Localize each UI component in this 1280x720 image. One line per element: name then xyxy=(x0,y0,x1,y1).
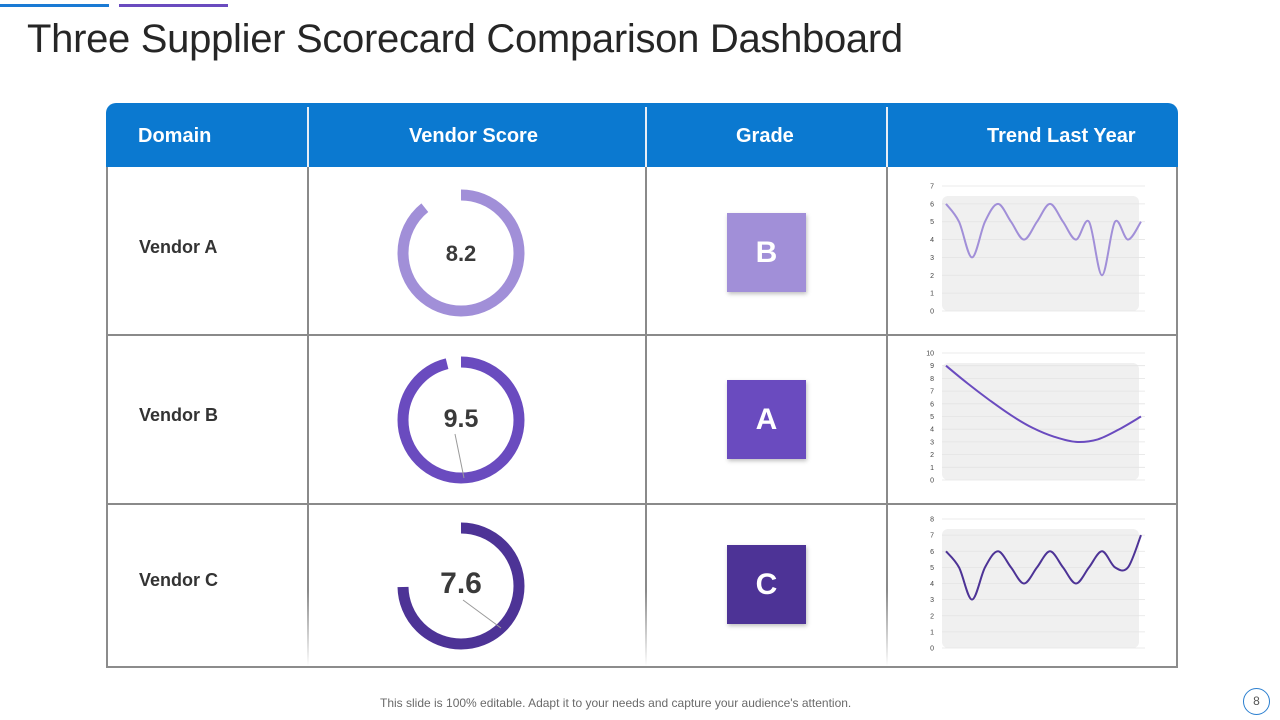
table-header: Domain Vendor Score Grade Trend Last Yea… xyxy=(106,103,1178,167)
vendor-b-y-tick-label: 1 xyxy=(930,465,934,472)
vendor-b-label: Vendor B xyxy=(139,405,219,425)
vendor-a-trend-chart: 0 1 2 3 4 5 6 7 xyxy=(930,184,1145,316)
vendor-b-y-tick-label: 0 xyxy=(930,478,934,485)
vendor-b-y-tick-label: 7 xyxy=(930,389,934,396)
vendor-c-y-tick-label: 4 xyxy=(930,581,934,588)
vendor-a-y-tick-label: 2 xyxy=(930,273,934,280)
vendor-a-trend-line xyxy=(945,202,1142,277)
header-divider xyxy=(645,107,647,167)
vendor-c-trend-chart: 0 1 2 3 4 5 6 7 8 xyxy=(930,517,1145,653)
header-divider xyxy=(307,107,309,167)
vendor-b-trend-area xyxy=(942,363,1139,480)
vendor-c-grade-badge: C xyxy=(727,545,806,624)
vendor-c-gauge-arc xyxy=(397,522,525,650)
vendor-b-y-tick-label: 3 xyxy=(930,439,934,446)
page-number: 8 xyxy=(1243,688,1270,715)
row-divider xyxy=(108,503,1178,505)
vendor-b-trend-chart: 0 1 2 3 4 5 6 7 8 9 10 xyxy=(926,351,1145,485)
vendor-c-score-gauge xyxy=(397,522,525,650)
vendor-a-score-value: 8.2 xyxy=(445,241,477,266)
vendor-b-y-tick-label: 6 xyxy=(930,401,934,408)
vendor-b-y-tick-label: 8 xyxy=(930,376,934,383)
vendor-a-y-tick-label: 4 xyxy=(930,237,934,244)
accent-bar-purple xyxy=(119,4,228,7)
header-vendor-score: Vendor Score xyxy=(409,125,538,147)
vendor-a-score-gauge xyxy=(397,189,525,317)
vendor-b-score-gauge xyxy=(397,356,525,484)
vendor-b-y-tick-label: 5 xyxy=(930,414,934,421)
scorecard-table: Domain Vendor Score Grade Trend Last Yea… xyxy=(106,103,1178,668)
vendor-b-score-value: 9.5 xyxy=(443,405,479,433)
vendor-c-y-tick-label: 7 xyxy=(930,533,934,540)
vendor-c-y-tick-label: 8 xyxy=(930,517,934,524)
vendor-b-gauge-arc xyxy=(397,356,525,484)
vendor-c-y-tick-label: 1 xyxy=(930,629,934,636)
vendor-a-trend-area xyxy=(942,196,1139,311)
vendor-c-label: Vendor C xyxy=(139,570,219,590)
vendor-a-label: Vendor A xyxy=(139,237,218,257)
vendor-c-y-tick-label: 2 xyxy=(930,613,934,620)
vendor-c-score-value: 7.6 xyxy=(440,567,482,600)
column-divider xyxy=(886,167,888,666)
vendor-a-y-tick-label: 1 xyxy=(930,291,934,298)
header-grade: Grade xyxy=(736,125,794,147)
vendor-a-gauge-arc xyxy=(397,189,525,317)
accent-bar-blue xyxy=(0,4,109,7)
header-domain: Domain xyxy=(138,125,212,147)
row-divider xyxy=(108,334,1178,336)
page-title: Three Supplier Scorecard Comparison Dash… xyxy=(27,17,903,61)
vendor-b-y-tick-label: 2 xyxy=(930,452,934,459)
vendor-c-gauge-pointer xyxy=(462,599,502,629)
vendor-a-y-tick-label: 3 xyxy=(930,255,934,262)
vendor-b-y-tick-label: 4 xyxy=(930,427,934,434)
header-divider xyxy=(886,107,888,167)
header-trend: Trend Last Year xyxy=(987,125,1136,147)
vendor-b-y-tick-label: 10 xyxy=(926,351,934,358)
vendor-a-y-tick-label: 6 xyxy=(930,201,934,208)
vendor-c-y-tick-label: 6 xyxy=(930,549,934,556)
column-divider xyxy=(307,167,309,666)
vendor-a-y-tick-label: 5 xyxy=(930,219,934,226)
vendor-b-y-tick-label: 9 xyxy=(930,363,934,370)
footer-note: This slide is 100% editable. Adapt it to… xyxy=(380,696,852,710)
vendor-a-y-tick-label: 0 xyxy=(930,309,934,316)
vendor-b-grade-badge: A xyxy=(727,380,806,459)
vendor-c-y-tick-label: 3 xyxy=(930,597,934,604)
vendor-c-y-tick-label: 0 xyxy=(930,646,934,653)
vendor-c-trend-area xyxy=(942,529,1139,648)
vendor-c-trend-line xyxy=(945,534,1142,601)
vendor-a-grade-badge: B xyxy=(727,213,806,292)
vendor-b-gauge-pointer xyxy=(454,433,465,479)
vendor-a-y-tick-label: 7 xyxy=(930,184,934,191)
vendor-c-y-tick-label: 5 xyxy=(930,565,934,572)
column-divider xyxy=(645,167,647,666)
table-body: Vendor A 8.2 B 0 1 2 3 4 5 6 7 Vendor B 9.5 A 0… xyxy=(106,167,1178,668)
vendor-b-trend-line xyxy=(945,364,1142,443)
